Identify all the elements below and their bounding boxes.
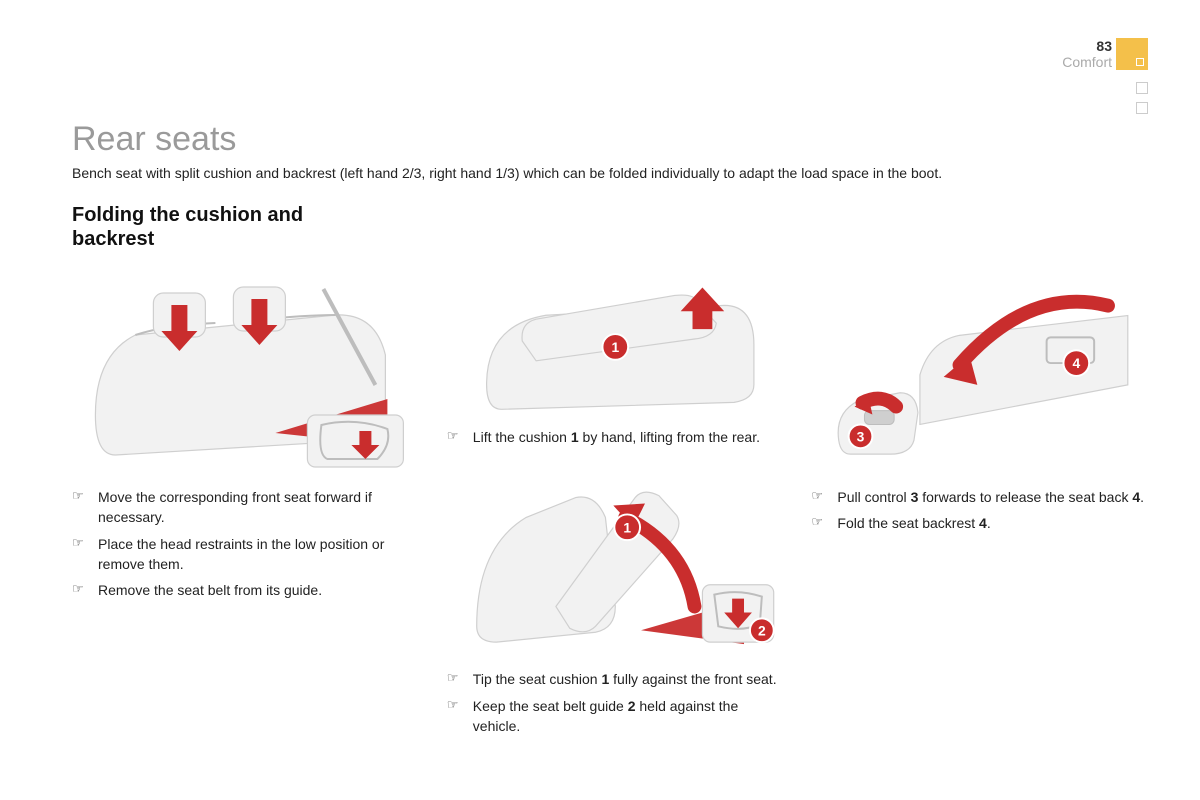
instruction-columns: Move the corresponding front seat forwar…	[72, 265, 1148, 742]
step-item: Remove the seat belt from its guide.	[72, 580, 419, 600]
column-1: Move the corresponding front seat forwar…	[72, 265, 419, 606]
step-item: Place the head restraints in the low pos…	[72, 534, 419, 575]
step-text: Pull control	[837, 489, 910, 505]
intro-text: Bench seat with split cushion and backre…	[72, 165, 1148, 181]
page-title: Rear seats	[72, 120, 1148, 159]
step-text: Fold the seat backrest	[837, 515, 979, 531]
column-2: 1 Lift the cushion 1 by hand, lifting fr…	[447, 265, 784, 742]
illustration-tip-cushion: 1 2	[447, 457, 784, 657]
step-text: Lift the cushion	[473, 429, 571, 445]
steps-list-1: Move the corresponding front seat forwar…	[72, 487, 419, 600]
step-ref: 4	[1132, 489, 1140, 505]
column-3: 4 3 Pull control 3 for	[811, 265, 1148, 540]
illustration-fold-backrest: 4 3	[811, 265, 1148, 475]
step-text: Keep the seat belt guide	[473, 698, 628, 714]
step-ref: 4	[979, 515, 987, 531]
callout-3: 3	[857, 428, 865, 444]
step-text: Tip the seat cushion	[473, 671, 602, 687]
margin-marker	[1136, 102, 1148, 114]
step-item: Keep the seat belt guide 2 held against …	[447, 696, 784, 737]
steps-list-2a: Lift the cushion 1 by hand, lifting from…	[447, 427, 784, 447]
section-label: Comfort	[1062, 54, 1112, 70]
step-ref: 1	[571, 429, 579, 445]
step-text: .	[1140, 489, 1144, 505]
step-text: .	[987, 515, 991, 531]
callout-1: 1	[611, 339, 619, 355]
page-header: 83 Comfort	[1062, 38, 1148, 70]
step-text: forwards to release the seat back	[918, 489, 1132, 505]
page-number: 83	[1062, 38, 1112, 54]
callout-1: 1	[623, 520, 631, 536]
steps-list-3: Pull control 3 forwards to release the s…	[811, 487, 1148, 534]
step-text: fully against the front seat.	[609, 671, 776, 687]
section-subhead: Folding the cushion and backrest	[72, 203, 372, 251]
margin-marker	[1136, 82, 1148, 94]
illustration-headrests	[72, 265, 419, 475]
step-item: Tip the seat cushion 1 fully against the…	[447, 669, 784, 689]
step-item: Move the corresponding front seat forwar…	[72, 487, 419, 528]
illustration-lift-cushion: 1	[447, 265, 784, 415]
step-item: Pull control 3 forwards to release the s…	[811, 487, 1148, 507]
callout-2: 2	[758, 623, 766, 639]
step-item: Fold the seat backrest 4.	[811, 513, 1148, 533]
steps-list-2b: Tip the seat cushion 1 fully against the…	[447, 669, 784, 736]
step-item: Lift the cushion 1 by hand, lifting from…	[447, 427, 784, 447]
callout-4: 4	[1073, 355, 1081, 371]
step-ref: 2	[628, 698, 636, 714]
step-text: by hand, lifting from the rear.	[579, 429, 760, 445]
page-content: Rear seats Bench seat with split cushion…	[72, 120, 1148, 742]
